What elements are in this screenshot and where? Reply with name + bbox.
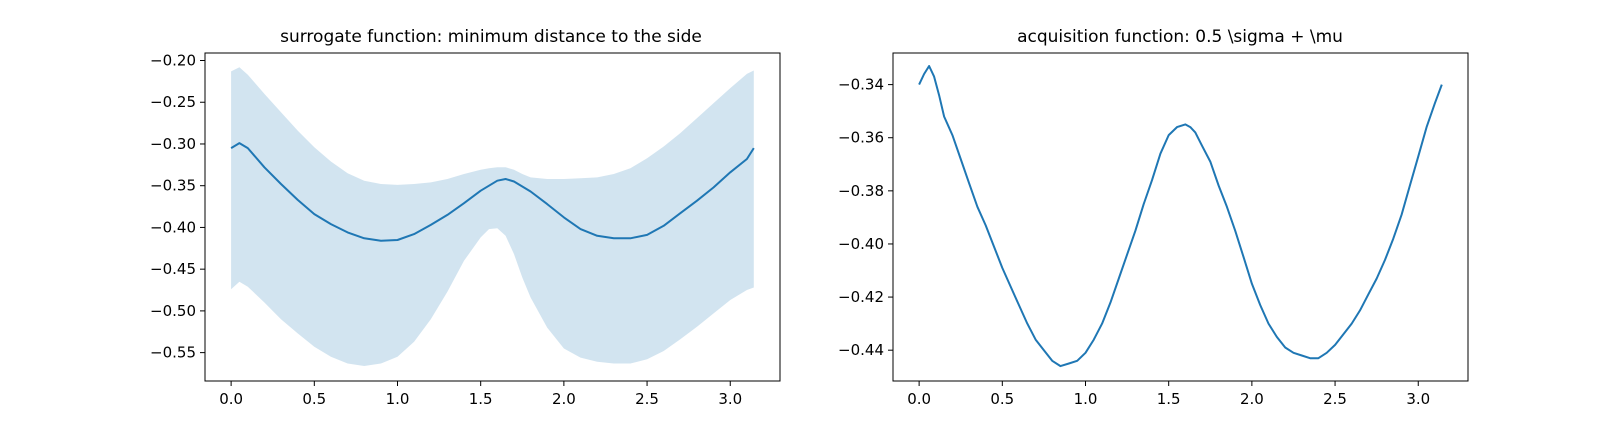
acquisition-x-tick-label: 2.5 xyxy=(1323,390,1347,408)
surrogate-y-tick-label: −0.25 xyxy=(150,93,196,111)
surrogate-x-tick-label: 0.0 xyxy=(219,390,243,408)
surrogate-y-tick-label: −0.55 xyxy=(150,344,196,362)
surrogate-confidence-band xyxy=(231,67,754,366)
acquisition-axes-frame xyxy=(892,52,1469,382)
acquisition-line xyxy=(918,65,1443,368)
surrogate-x-tick-label: 0.5 xyxy=(302,390,326,408)
surrogate-x-tick-label: 3.0 xyxy=(718,390,742,408)
surrogate-y-tick-label: −0.50 xyxy=(150,302,196,320)
acquisition-x-tick-label: 1.0 xyxy=(1074,390,1098,408)
acquisition-y-tick-label: −0.40 xyxy=(838,235,884,253)
surrogate-y-tick-label: −0.30 xyxy=(150,135,196,153)
acquisition-x-tick-label: 2.0 xyxy=(1240,390,1264,408)
acquisition-y-tick-label: −0.38 xyxy=(838,182,884,200)
acquisition-y-tick-label: −0.42 xyxy=(838,288,884,306)
acquisition-x-tick-label: 3.0 xyxy=(1406,390,1430,408)
surrogate-mean-line xyxy=(230,142,755,242)
surrogate-y-tick-label: −0.45 xyxy=(150,260,196,278)
surrogate-x-tick-label: 2.0 xyxy=(552,390,576,408)
acquisition-y-tick-label: −0.34 xyxy=(838,76,884,94)
surrogate-y-tick-label: −0.40 xyxy=(150,218,196,236)
acquisition-chart: acquisition function: 0.5 \sigma + \mu 0… xyxy=(838,27,1469,408)
acquisition-x-tick-label: 1.5 xyxy=(1157,390,1181,408)
surrogate-x-tick-label: 1.5 xyxy=(469,390,493,408)
surrogate-x-tick-label: 1.0 xyxy=(386,390,410,408)
acquisition-x-tick-label: 0.5 xyxy=(990,390,1014,408)
acquisition-y-tick-label: −0.44 xyxy=(838,341,884,359)
acquisition-y-tick-label: −0.36 xyxy=(838,129,884,147)
surrogate-x-tick-label: 2.5 xyxy=(635,390,659,408)
acquisition-chart-title: acquisition function: 0.5 \sigma + \mu xyxy=(1017,27,1343,47)
surrogate-axes-frame xyxy=(204,52,781,382)
surrogate-y-tick-label: −0.20 xyxy=(150,52,196,70)
surrogate-y-tick-label: −0.35 xyxy=(150,177,196,195)
surrogate-chart: surrogate function: minimum distance to … xyxy=(150,27,781,408)
acquisition-x-tick-label: 0.0 xyxy=(907,390,931,408)
surrogate-chart-title: surrogate function: minimum distance to … xyxy=(280,27,702,47)
